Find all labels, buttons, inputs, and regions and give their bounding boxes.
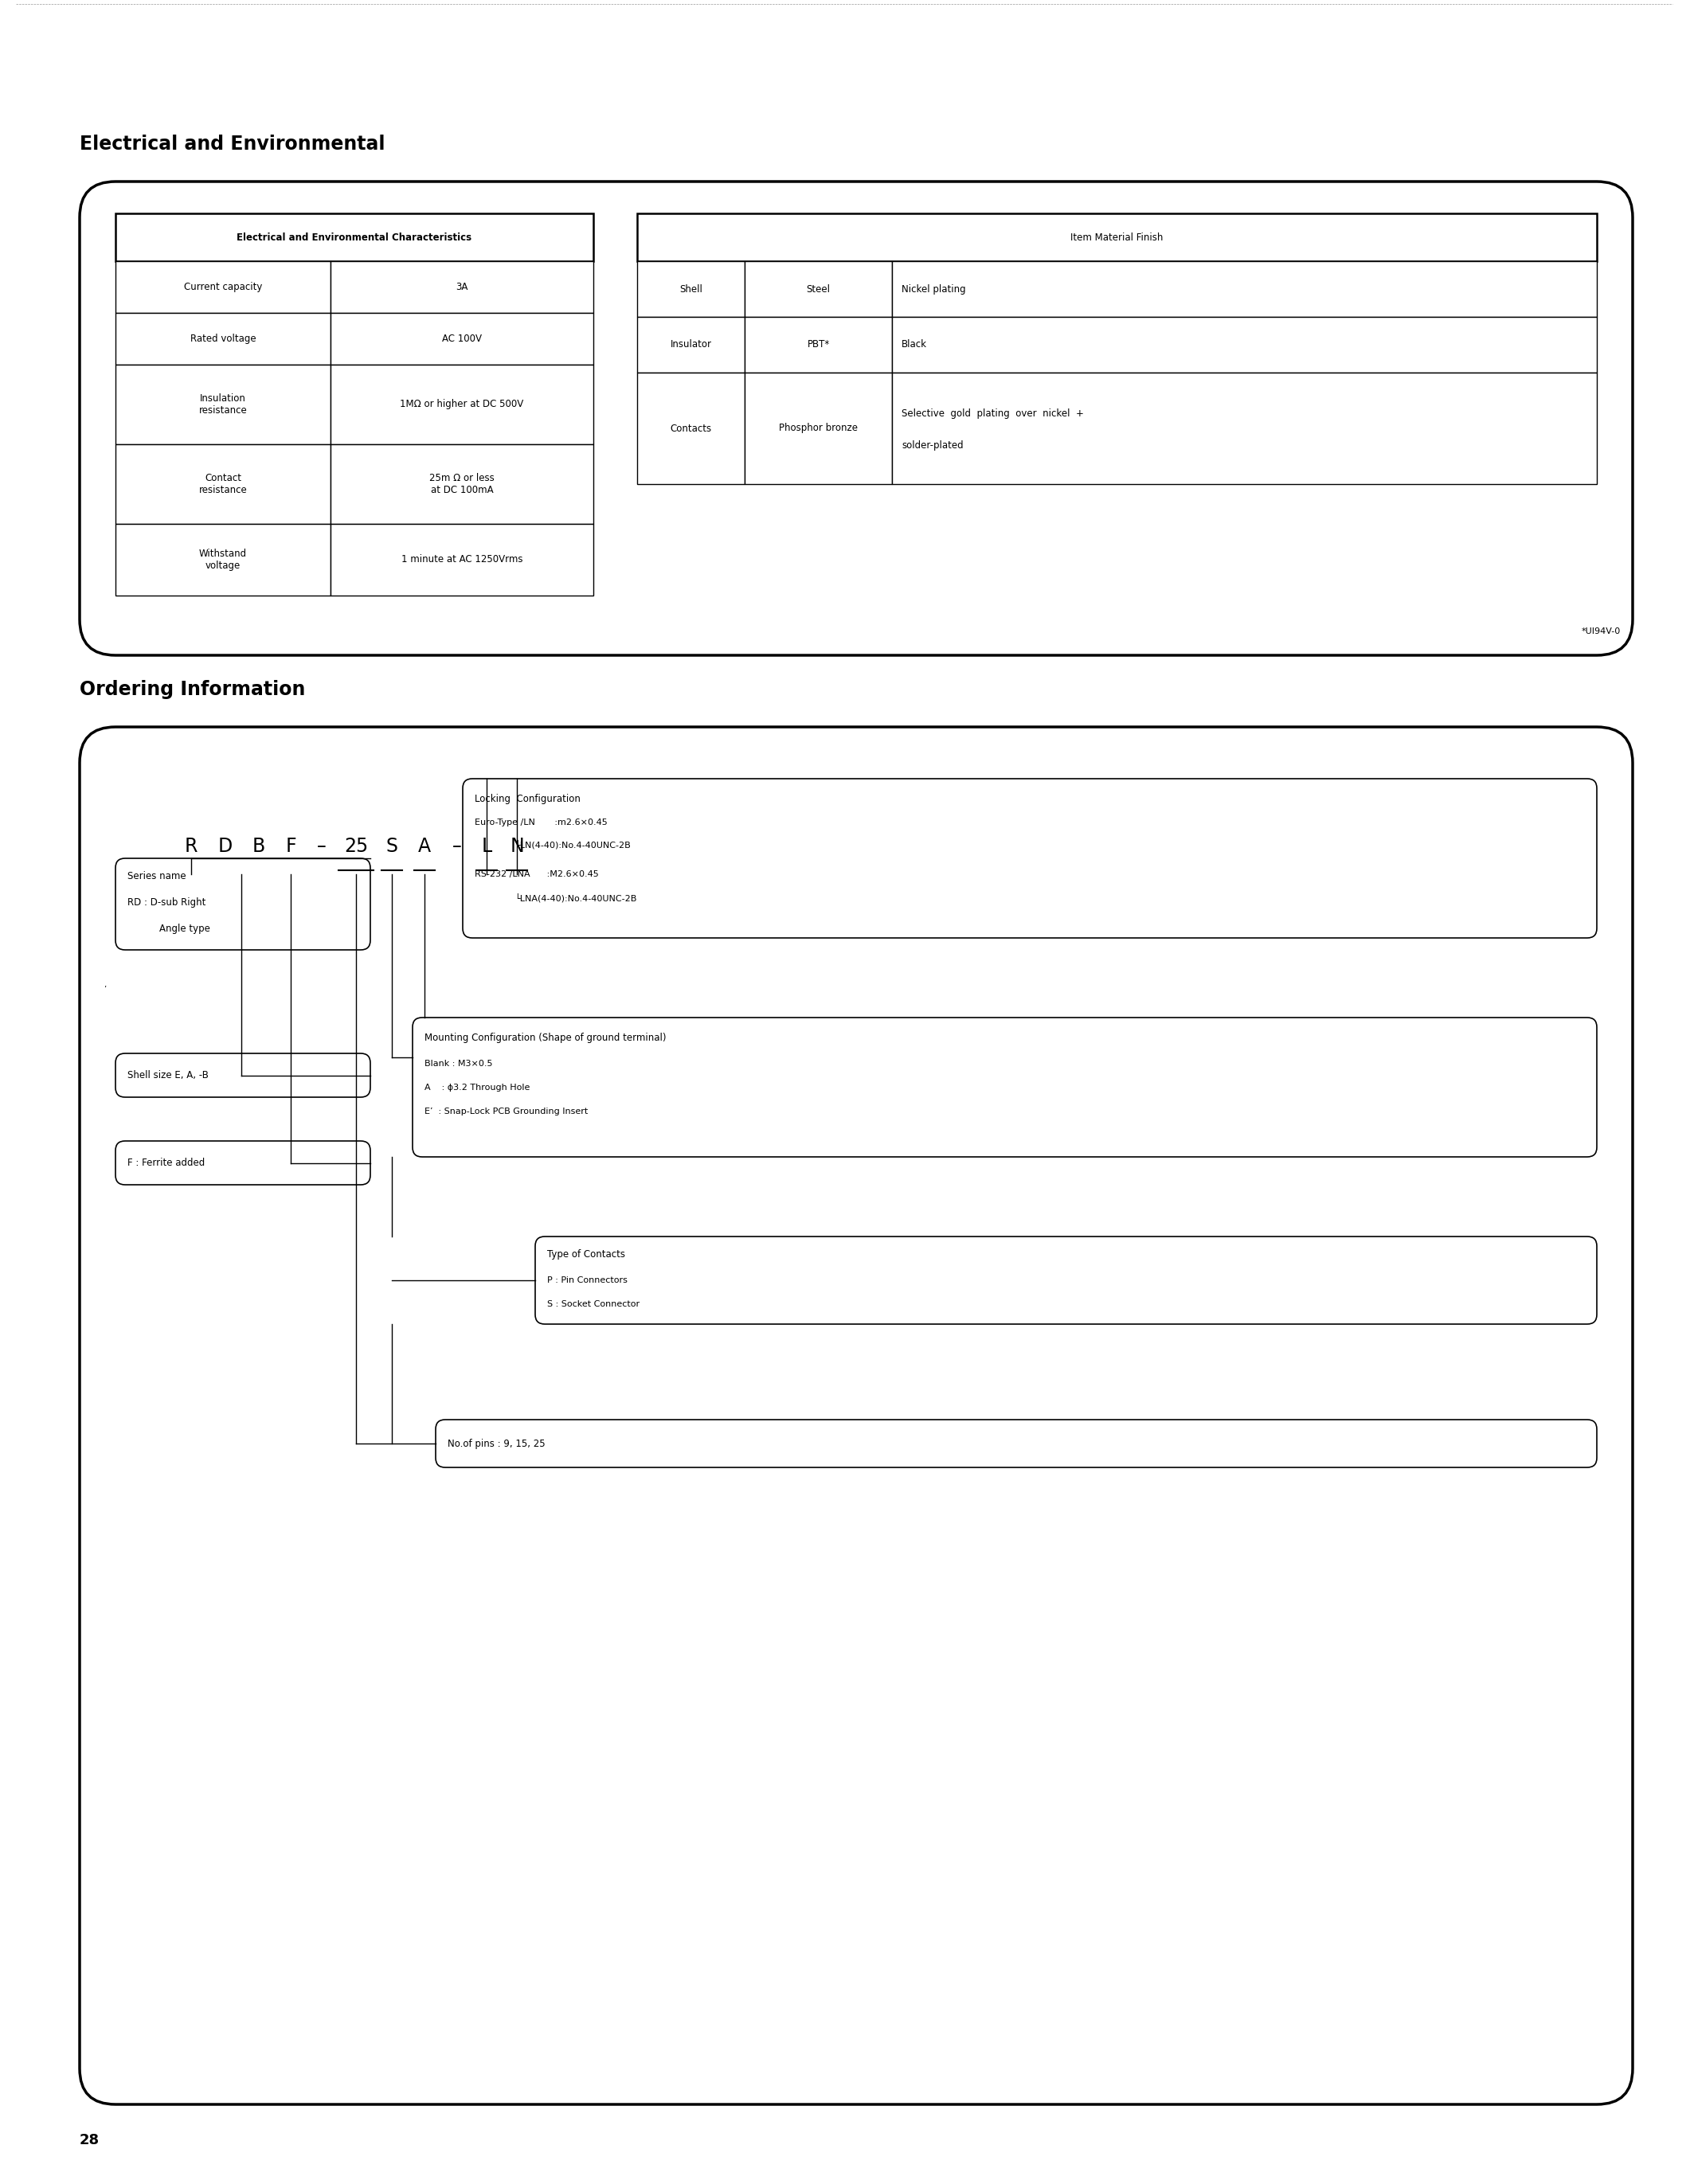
Text: Contacts: Contacts	[671, 424, 711, 435]
Bar	[115, 443, 331, 524]
FancyBboxPatch shape	[79, 181, 1633, 655]
Bar	[115, 214, 593, 262]
Text: RD : D-sub Right: RD : D-sub Right	[127, 898, 206, 906]
Text: Selective  gold  plating  over  nickel  +: Selective gold plating over nickel +	[901, 408, 1083, 419]
Text: B: B	[252, 836, 265, 856]
Bar	[745, 317, 892, 373]
Text: PBT*: PBT*	[808, 339, 830, 349]
Text: Shell size E, A, -B: Shell size E, A, -B	[127, 1070, 208, 1081]
Text: P : Pin Connectors: P : Pin Connectors	[548, 1275, 627, 1284]
Text: E’  : Snap-Lock PCB Grounding Insert: E’ : Snap-Lock PCB Grounding Insert	[424, 1107, 588, 1116]
Bar	[115, 524, 331, 596]
Text: solder-plated: solder-plated	[901, 441, 963, 452]
FancyBboxPatch shape	[79, 727, 1633, 2105]
Text: AC 100V: AC 100V	[443, 334, 482, 343]
Bar	[637, 214, 1597, 262]
Text: Withstand
voltage: Withstand voltage	[199, 548, 247, 570]
Text: 1 minute at AC 1250Vrms: 1 minute at AC 1250Vrms	[401, 555, 522, 566]
Text: └LNA(4-40):No.4-40UNC-2B: └LNA(4-40):No.4-40UNC-2B	[514, 893, 637, 902]
Bar	[331, 524, 593, 596]
Text: Insulation
resistance: Insulation resistance	[199, 393, 247, 415]
FancyBboxPatch shape	[115, 858, 370, 950]
Text: RS-232 ∕LNA      :M2.6×0.45: RS-232 ∕LNA :M2.6×0.45	[475, 869, 598, 878]
Text: –: –	[318, 836, 326, 856]
Text: Insulator: Insulator	[671, 339, 711, 349]
Text: 28: 28	[79, 2134, 100, 2147]
Bar	[331, 312, 593, 365]
Text: R: R	[184, 836, 198, 856]
Bar	[637, 373, 745, 485]
Text: Shell: Shell	[679, 284, 703, 295]
Text: 3A: 3A	[456, 282, 468, 293]
Text: Euro-Type ∕LN       :m2.6×0.45: Euro-Type ∕LN :m2.6×0.45	[475, 819, 607, 826]
Bar	[892, 373, 1597, 485]
Bar	[745, 373, 892, 485]
Text: N: N	[510, 836, 524, 856]
Text: F : Ferrite added: F : Ferrite added	[127, 1158, 204, 1168]
FancyBboxPatch shape	[412, 1018, 1597, 1158]
FancyBboxPatch shape	[115, 1140, 370, 1184]
Bar	[892, 317, 1597, 373]
Text: ’: ’	[103, 985, 106, 994]
Text: 25: 25	[345, 836, 368, 856]
Text: F: F	[286, 836, 296, 856]
Text: Steel: Steel	[806, 284, 830, 295]
Text: Series name: Series name	[127, 871, 186, 880]
Text: 1MΩ or higher at DC 500V: 1MΩ or higher at DC 500V	[401, 400, 524, 411]
FancyBboxPatch shape	[115, 1053, 370, 1096]
Bar	[115, 365, 331, 443]
Text: Angle type: Angle type	[159, 924, 210, 933]
Text: └LN(4-40):No.4-40UNC-2B: └LN(4-40):No.4-40UNC-2B	[514, 841, 630, 850]
Text: Blank : M3×0.5: Blank : M3×0.5	[424, 1059, 492, 1068]
Text: –: –	[453, 836, 461, 856]
Bar	[331, 262, 593, 312]
Text: Type of Contacts: Type of Contacts	[548, 1249, 625, 1260]
Text: Rated voltage: Rated voltage	[189, 334, 255, 343]
Text: Electrical and Environmental: Electrical and Environmental	[79, 135, 385, 153]
Bar	[331, 365, 593, 443]
Text: A: A	[417, 836, 431, 856]
Bar	[637, 317, 745, 373]
Text: L: L	[482, 836, 492, 856]
Text: Black: Black	[901, 339, 928, 349]
Text: Current capacity: Current capacity	[184, 282, 262, 293]
Bar	[745, 262, 892, 317]
Bar	[115, 262, 331, 312]
FancyBboxPatch shape	[536, 1236, 1597, 1324]
Text: S: S	[385, 836, 397, 856]
Text: *UI94V-0: *UI94V-0	[1582, 627, 1621, 636]
Bar	[115, 312, 331, 365]
FancyBboxPatch shape	[463, 780, 1597, 937]
Text: Ordering Information: Ordering Information	[79, 679, 306, 699]
Text: Nickel plating: Nickel plating	[901, 284, 965, 295]
Text: Mounting Configuration (Shape of ground terminal): Mounting Configuration (Shape of ground …	[424, 1033, 666, 1042]
Text: Locking  Configuration: Locking Configuration	[475, 793, 580, 804]
Text: Phosphor bronze: Phosphor bronze	[779, 424, 859, 435]
Text: S : Socket Connector: S : Socket Connector	[548, 1299, 639, 1308]
FancyBboxPatch shape	[436, 1420, 1597, 1468]
Bar	[331, 443, 593, 524]
Bar	[637, 262, 745, 317]
Text: No.of pins : 9, 15, 25: No.of pins : 9, 15, 25	[448, 1439, 546, 1448]
Text: A    : ϕ3.2 Through Hole: A : ϕ3.2 Through Hole	[424, 1083, 531, 1092]
Text: D: D	[218, 836, 233, 856]
Text: 25m Ω or less
at DC 100mA: 25m Ω or less at DC 100mA	[429, 474, 495, 496]
Text: Item Material Finish: Item Material Finish	[1071, 232, 1163, 242]
Text: Electrical and Environmental Characteristics: Electrical and Environmental Characteris…	[237, 232, 472, 242]
Bar	[892, 262, 1597, 317]
Text: Contact
resistance: Contact resistance	[199, 474, 247, 496]
